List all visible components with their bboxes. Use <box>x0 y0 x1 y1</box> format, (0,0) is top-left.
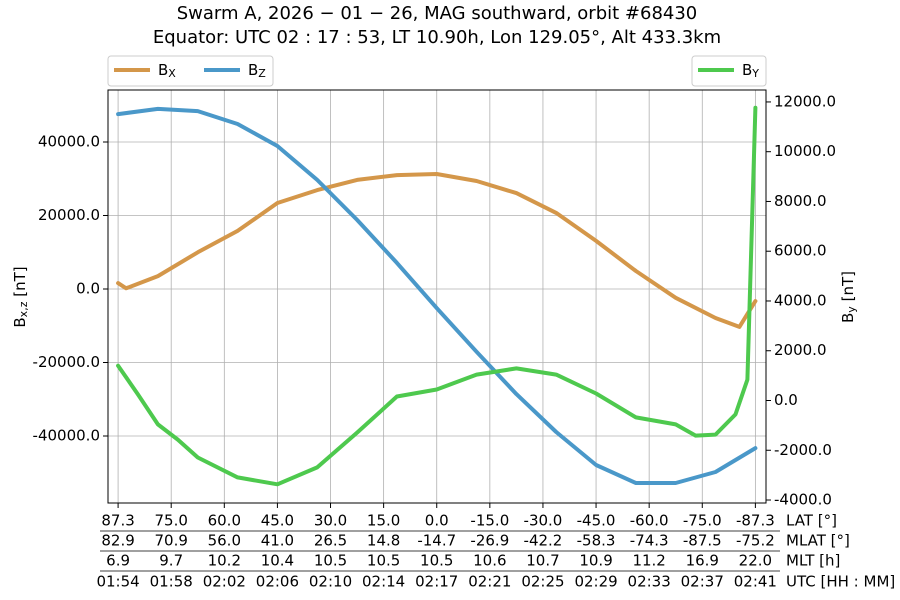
series-line <box>116 106 758 485</box>
y2-tick-label: 8000.0 <box>774 192 827 210</box>
y2-tick-label: -4000.0 <box>774 491 832 509</box>
x-row-label: 6.9 <box>106 552 130 570</box>
legend-label: BX <box>158 61 176 81</box>
x-row-label: -30.0 <box>524 512 563 530</box>
x-row-label: -87.5 <box>683 532 722 550</box>
y-tick-label: 20000.0 <box>38 206 100 224</box>
x-tick-label: 02:33 <box>628 573 671 591</box>
x-row-label: 26.5 <box>314 532 347 550</box>
plot-frame <box>107 89 767 504</box>
x-row-label: 60.0 <box>208 512 241 530</box>
x-row-label: -74.3 <box>630 532 669 550</box>
x-row-label: -14.7 <box>417 532 456 550</box>
series-line <box>116 172 758 329</box>
x-row-label: -60.0 <box>630 512 669 530</box>
y-axis-label: Bx,z [nT] <box>11 266 31 327</box>
x-row-label: 10.7 <box>526 552 559 570</box>
x-tick-label: 01:58 <box>150 573 193 591</box>
x-tick-label: 02:06 <box>256 573 299 591</box>
x-row-label: 10.4 <box>261 552 294 570</box>
y-tick-label: -40000.0 <box>33 427 100 445</box>
x-tick-label: 02:37 <box>681 573 724 591</box>
x-row-label: 14.8 <box>367 532 400 550</box>
y2-axis-label: By [nT] <box>839 271 859 323</box>
x-row-label: 10.9 <box>579 552 612 570</box>
x-row-title: MLAT [°] <box>786 532 850 550</box>
y2-tick-label: 10000.0 <box>774 142 836 160</box>
x-row-label: -75.2 <box>736 532 775 550</box>
y2-tick-label: 4000.0 <box>774 291 827 309</box>
x-row-label: -58.3 <box>577 532 616 550</box>
x-row-label: 75.0 <box>154 512 187 530</box>
x-tick-label: 02:02 <box>203 573 246 591</box>
x-row-label: 41.0 <box>261 532 294 550</box>
legend-label: BY <box>742 61 759 81</box>
x-tick-label: 02:14 <box>362 573 405 591</box>
x-tick-label: 02:21 <box>468 573 511 591</box>
x-tick-label: 02:41 <box>734 573 777 591</box>
x-row-label: 15.0 <box>367 512 400 530</box>
x-row-label: 70.9 <box>154 532 187 550</box>
chart-subtitle: Equator: UTC 02 : 17 : 53, LT 10.90h, Lo… <box>153 27 721 48</box>
x-row-label: -75.0 <box>683 512 722 530</box>
x-row-label: 10.2 <box>208 552 241 570</box>
x-row-label: -26.9 <box>470 532 509 550</box>
x-row-label: -15.0 <box>470 512 509 530</box>
x-row-title: MLT [h] <box>786 552 840 570</box>
x-tick-label: 01:54 <box>96 573 139 591</box>
x-row-label: 10.6 <box>473 552 506 570</box>
x-tick-label: 02:10 <box>309 573 352 591</box>
x-row-label: 45.0 <box>261 512 294 530</box>
x-tick-label: 02:25 <box>521 573 564 591</box>
x-axis-label: UTC [HH : MM] <box>786 573 895 591</box>
x-row-label: 10.5 <box>367 552 400 570</box>
x-row-label: 10.5 <box>420 552 453 570</box>
y2-tick-label: 12000.0 <box>774 92 836 110</box>
series-line <box>116 105 758 487</box>
legend-box <box>107 55 274 87</box>
y-tick-label: -20000.0 <box>33 353 100 371</box>
x-row-label: -45.0 <box>577 512 616 530</box>
x-row-label: 82.9 <box>101 532 134 550</box>
x-row-label: 56.0 <box>208 532 241 550</box>
x-tick-label: 02:17 <box>415 573 458 591</box>
x-row-label: 0.0 <box>425 512 449 530</box>
x-row-label: 87.3 <box>101 512 134 530</box>
x-row-title: LAT [°] <box>786 512 837 530</box>
y2-tick-label: -2000.0 <box>774 441 832 459</box>
y-tick-label: 0.0 <box>76 280 100 298</box>
x-tick-label: 02:29 <box>574 573 617 591</box>
x-row-label: 10.5 <box>314 552 347 570</box>
y-tick-label: 40000.0 <box>38 133 100 151</box>
x-row-label: 9.7 <box>159 552 183 570</box>
x-row-label: 22.0 <box>739 552 772 570</box>
x-row-label: 30.0 <box>314 512 347 530</box>
chart-title: Swarm A, 2026 − 01 − 26, MAG southward, … <box>177 3 698 24</box>
legend-label: BZ <box>248 61 266 81</box>
x-row-label: 16.9 <box>686 552 719 570</box>
y2-tick-label: 6000.0 <box>774 242 827 260</box>
x-row-label: 11.2 <box>632 552 665 570</box>
x-row-label: -87.3 <box>736 512 775 530</box>
x-row-label: -42.2 <box>524 532 563 550</box>
y2-tick-label: 0.0 <box>774 391 798 409</box>
y2-tick-label: 2000.0 <box>774 341 827 359</box>
